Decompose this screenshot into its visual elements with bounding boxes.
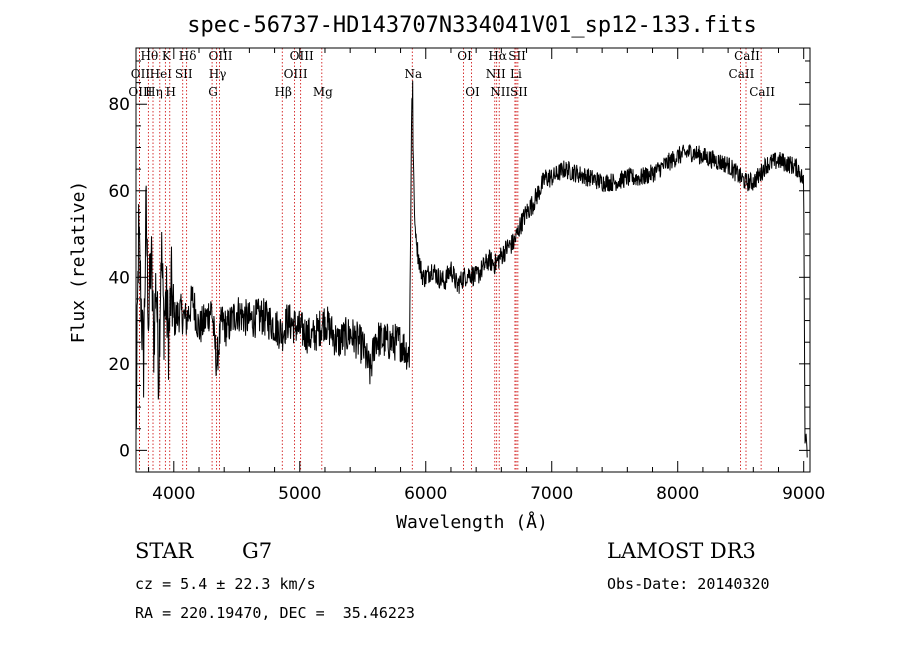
x-tick-label: 6000: [404, 484, 447, 504]
plot-frame: [135, 47, 811, 473]
emission-line-label: Mg: [313, 85, 333, 99]
object-subclass: G7: [242, 539, 273, 563]
emission-line-label: OIII: [208, 49, 232, 63]
y-tick-label: 60: [108, 182, 130, 202]
chart-title: spec-56737-HD143707N334041V01_sp12-133.f…: [187, 13, 757, 38]
y-tick-label: 20: [108, 355, 130, 375]
emission-line-label: Na: [404, 67, 422, 81]
emission-line-label: OIII: [128, 85, 152, 99]
observation-date: Obs-Date: 20140320: [607, 575, 770, 593]
emission-line-label: CaII: [734, 49, 760, 63]
object-class: STAR: [135, 539, 194, 563]
y-tick-label: 80: [108, 95, 130, 115]
emission-line-label: Li: [510, 67, 522, 81]
emission-line-label: Hβ: [275, 85, 292, 99]
survey-name: LAMOST DR3: [607, 539, 756, 563]
coordinates: RA = 220.19470, DEC = 35.46223: [135, 604, 415, 622]
emission-line-label: SII: [508, 49, 526, 63]
y-axis: 0 20 40 60 80: [108, 60, 810, 461]
emission-line-label: SII: [510, 85, 528, 99]
emission-line-label: K: [162, 49, 172, 63]
x-tick-label: 7000: [530, 484, 573, 504]
emission-line-label: Hα: [488, 49, 507, 63]
emission-line-label: CaII: [729, 67, 755, 81]
emission-line-label: G: [208, 85, 218, 99]
x-tick-label: 9000: [782, 484, 825, 504]
y-tick-label: 0: [119, 441, 130, 461]
emission-line-label: NII: [486, 67, 506, 81]
emission-line-label: HeI: [150, 67, 173, 81]
y-tick-label: 40: [108, 268, 130, 288]
emission-line-label: OI: [465, 85, 480, 99]
emission-line-label: OIII: [290, 49, 314, 63]
x-axis: 4000 5000 6000 7000 8000 9000: [148, 48, 825, 504]
x-tick-label: 5000: [278, 484, 321, 504]
emission-line-label: H: [166, 85, 176, 99]
x-axis-label: Wavelength (Å): [396, 511, 548, 533]
emission-line-label: NII: [490, 85, 510, 99]
spectrum-line: [135, 80, 808, 458]
emission-line-label: OIII: [284, 67, 308, 81]
y-axis-label: Flux (relative): [68, 181, 89, 344]
emission-line-label: Hγ: [209, 67, 227, 81]
emission-line-label: CaII: [749, 85, 775, 99]
emission-line-label: OI: [457, 49, 472, 63]
emission-line-label: Hη: [145, 85, 163, 99]
emission-line-label: OII: [131, 67, 151, 81]
emission-line-label: Hθ: [140, 49, 158, 63]
x-tick-label: 8000: [656, 484, 699, 504]
emission-line-label: Hδ: [179, 49, 197, 63]
emission-line-label: SII: [175, 67, 193, 81]
redshift-info: cz = 5.4 ± 22.3 km/s: [135, 575, 316, 593]
x-tick-label: 4000: [152, 484, 195, 504]
